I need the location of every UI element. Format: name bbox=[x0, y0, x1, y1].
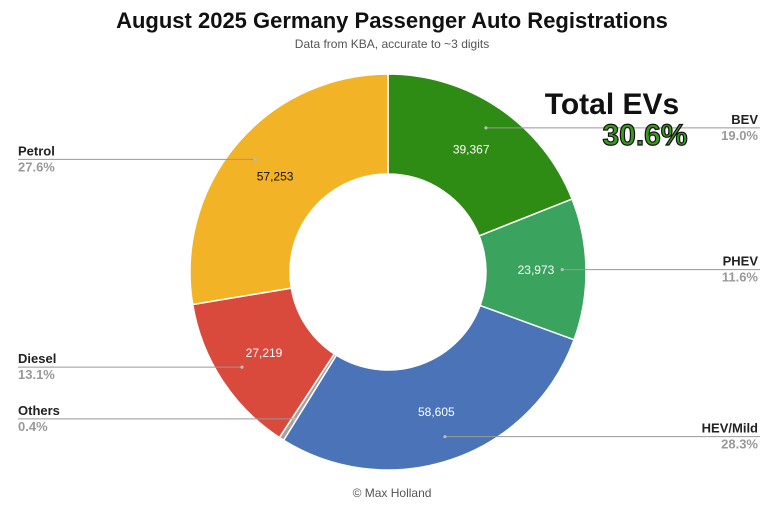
leader-dot-petrol bbox=[253, 157, 257, 161]
slice-petrol bbox=[189, 73, 389, 306]
value-label-hev-mild: 58,605 bbox=[418, 405, 455, 419]
percent-label-phev: 11.6% bbox=[722, 270, 759, 285]
value-label-diesel: 27,219 bbox=[246, 346, 283, 360]
percent-label-bev: 19.0% bbox=[721, 128, 758, 143]
leader-dot-hev-mild bbox=[443, 435, 447, 439]
slice-bev bbox=[387, 73, 574, 237]
category-label-bev: BEV bbox=[731, 112, 758, 127]
total-evs-label: Total EVs bbox=[545, 88, 679, 121]
category-label-hev-mild: HEV/Mild bbox=[702, 421, 758, 436]
total-evs-value: 30.6% bbox=[602, 119, 687, 152]
chart-title: August 2025 Germany Passenger Auto Regis… bbox=[116, 8, 668, 33]
leader-dot-diesel bbox=[240, 365, 244, 369]
category-label-petrol: Petrol bbox=[18, 143, 55, 158]
percent-label-others: 0.4% bbox=[18, 419, 48, 434]
category-label-diesel: Diesel bbox=[18, 351, 56, 366]
chart-credit: © Max Holland bbox=[352, 486, 432, 500]
chart-subtitle: Data from KBA, accurate to ~3 digits bbox=[294, 37, 490, 51]
percent-label-petrol: 27.6% bbox=[18, 159, 55, 174]
percent-label-hev-mild: 28.3% bbox=[721, 437, 758, 452]
slice-hev-mild bbox=[282, 304, 575, 471]
category-label-phev: PHEV bbox=[723, 254, 759, 269]
category-label-others: Others bbox=[18, 403, 60, 418]
percent-label-diesel: 13.1% bbox=[18, 367, 55, 382]
leader-dot-bev bbox=[484, 126, 488, 130]
value-label-phev: 23,973 bbox=[518, 263, 555, 277]
leader-dot-others bbox=[292, 417, 296, 421]
value-label-bev: 39,367 bbox=[453, 143, 490, 157]
leader-dot-phev bbox=[560, 267, 564, 272]
value-label-petrol: 57,253 bbox=[257, 169, 294, 183]
